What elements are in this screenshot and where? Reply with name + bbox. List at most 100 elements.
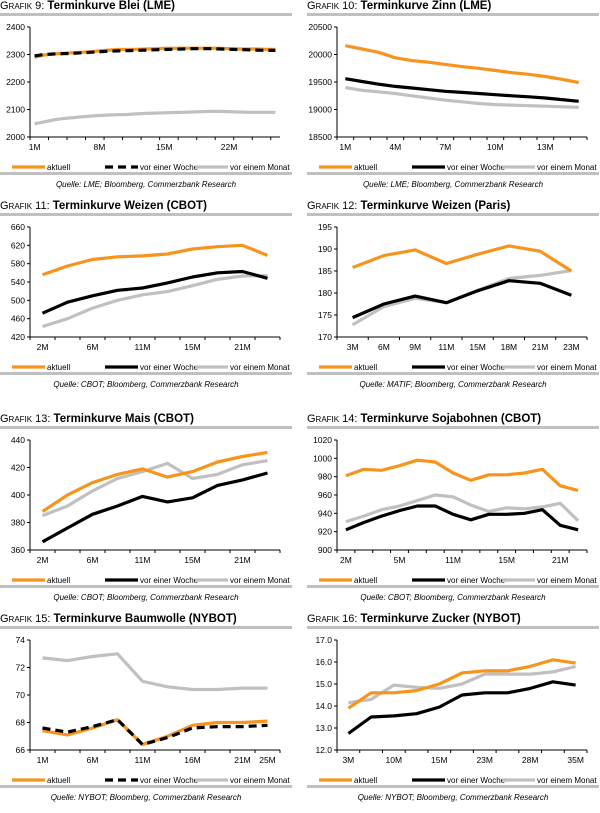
figure-number: Grafik 14:	[307, 413, 361, 425]
x-tick-label: 15M	[431, 755, 448, 765]
series-line-aktuell	[353, 246, 572, 271]
y-tick-label: 66	[16, 745, 26, 755]
x-tick-label: 35M	[567, 755, 584, 765]
x-tick-label: 11M	[135, 555, 151, 565]
x-tick-label: 3M	[347, 342, 359, 352]
x-tick-label: 11M	[135, 755, 151, 765]
legend-label: vor einer Woche	[140, 576, 199, 585]
source-note: Quelle: NYBOT; Bloomberg, Commerzbank Re…	[307, 793, 599, 802]
figure-number: Grafik 16:	[307, 613, 361, 625]
figure-number: Grafik 11:	[0, 200, 53, 212]
y-tick-label: 72	[16, 663, 26, 673]
legend-label: aktuell	[47, 576, 70, 585]
chart-title: Grafik 15: Terminkurve Baumwolle (NYBOT)	[0, 613, 237, 625]
y-tick-label: 17.0	[315, 635, 332, 645]
y-tick-label: 190	[318, 244, 332, 254]
footer-divider	[0, 785, 292, 788]
x-tick-label: 4M	[389, 142, 401, 152]
y-tick-label: 20500	[308, 22, 332, 32]
x-tick-label: 3M	[342, 755, 354, 765]
chart-panel: Grafik 12: Terminkurve Weizen (Paris)170…	[307, 200, 599, 400]
legend-label: vor einem Monat	[537, 363, 597, 372]
x-tick-label: 6M	[87, 555, 99, 565]
y-tick-label: 940	[318, 508, 332, 518]
legend-label: vor einem Monat	[230, 776, 290, 785]
y-tick-label: 380	[11, 518, 25, 528]
figure-title: Terminkurve Weizen (Paris)	[361, 200, 511, 212]
y-tick-label: 16.0	[315, 657, 332, 667]
y-tick-label: 14.0	[315, 701, 332, 711]
footer-divider	[307, 785, 599, 788]
legend-label: aktuell	[47, 163, 70, 172]
y-tick-label: 580	[11, 259, 25, 269]
series-line-vor-einer-woche	[43, 473, 268, 542]
y-tick-label: 13.0	[315, 723, 332, 733]
x-tick-label: 22M	[221, 142, 238, 152]
y-tick-label: 460	[11, 314, 25, 324]
x-tick-label: 7M	[439, 142, 451, 152]
figure-title: Terminkurve Zucker (NYBOT)	[361, 613, 521, 625]
y-tick-label: 2300	[6, 50, 25, 60]
y-tick-label: 2400	[6, 22, 25, 32]
y-tick-label: 180	[318, 288, 332, 298]
x-tick-label: 15M	[156, 142, 173, 152]
x-tick-label: 11M	[135, 342, 151, 352]
legend-label: vor einer Woche	[140, 776, 199, 785]
x-tick-label: 23M	[476, 755, 493, 765]
figure-title: Terminkurve Baumwolle (NYBOT)	[54, 613, 237, 625]
x-tick-label: 28M	[522, 755, 539, 765]
footer-divider	[307, 172, 599, 175]
legend-label: aktuell	[354, 576, 377, 585]
y-tick-label: 2200	[6, 77, 25, 87]
series-line-aktuell	[43, 720, 268, 745]
legend-label: aktuell	[47, 776, 70, 785]
figure-number: Grafik 10:	[307, 0, 361, 12]
x-tick-label: 10M	[386, 755, 403, 765]
y-tick-label: 660	[11, 222, 25, 232]
legend-label: vor einem Monat	[230, 363, 290, 372]
x-tick-label: 6M	[378, 342, 390, 352]
legend-label: aktuell	[354, 163, 377, 172]
legend-label: vor einem Monat	[230, 163, 290, 172]
x-tick-label: 1M	[339, 142, 351, 152]
series-line-aktuell	[345, 46, 578, 83]
y-tick-label: 19500	[308, 77, 332, 87]
figure-title: Terminkurve Blei (LME)	[47, 0, 175, 12]
source-note: Quelle: NYBOT; Bloomberg, Commerzbank Re…	[0, 793, 292, 802]
series-line-vor-einem-monat	[43, 654, 268, 690]
x-tick-label: 6M	[87, 755, 99, 765]
x-tick-label: 2M	[37, 342, 49, 352]
y-tick-label: 500	[11, 295, 25, 305]
x-tick-label: 21M	[532, 342, 549, 352]
x-tick-label: 21M	[234, 755, 251, 765]
footer-divider	[0, 585, 292, 588]
y-tick-label: 18500	[308, 132, 332, 142]
source-note: Quelle: LME; Bloomberg, Commerzbank Rese…	[307, 180, 599, 189]
legend-label: aktuell	[354, 776, 377, 785]
x-tick-label: 11M	[445, 555, 461, 565]
y-tick-label: 960	[318, 490, 332, 500]
footer-divider	[0, 172, 292, 175]
y-tick-label: 900	[318, 545, 332, 555]
legend-label: vor einer Woche	[447, 363, 506, 372]
y-tick-label: 540	[11, 277, 25, 287]
chart-panel: Grafik 15: Terminkurve Baumwolle (NYBOT)…	[0, 613, 292, 813]
x-tick-label: 1M	[37, 755, 49, 765]
figure-number: Grafik 12:	[307, 200, 361, 212]
series-line-vor-einer-woche	[345, 79, 578, 102]
x-tick-label: 21M	[234, 555, 251, 565]
y-tick-label: 360	[11, 545, 25, 555]
figure-number: Grafik 9:	[0, 0, 47, 12]
chart-title: Grafik 16: Terminkurve Zucker (NYBOT)	[307, 613, 521, 625]
